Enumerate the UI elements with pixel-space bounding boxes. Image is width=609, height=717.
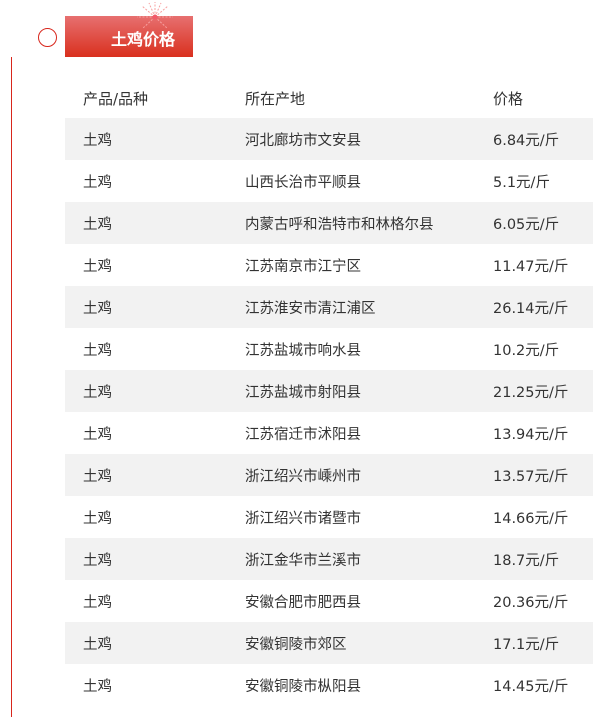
table-row: 土鸡 河北廊坊市文安县 6.84元/斤 [65,118,593,160]
table-row: 土鸡 安徽铜陵市郊区 17.1元/斤 [65,622,593,664]
cell-product: 土鸡 [83,216,112,233]
cell-price: 21.25元/斤 [493,384,569,401]
cell-product: 土鸡 [83,594,112,611]
cell-origin: 安徽合肥市肥西县 [245,594,361,611]
cell-price: 10.2元/斤 [493,342,560,359]
cell-origin: 江苏盐城市响水县 [245,342,361,359]
table-row: 土鸡 江苏南京市江宁区 11.47元/斤 [65,244,593,286]
cell-origin: 安徽铜陵市郊区 [245,636,347,653]
cell-product: 土鸡 [83,510,112,527]
table-row: 土鸡 山西长治市平顺县 5.1元/斤 [65,160,593,202]
cell-origin: 河北廊坊市文安县 [245,132,361,149]
header-origin: 所在产地 [245,89,306,108]
cell-price: 6.84元/斤 [493,132,560,149]
cell-origin: 江苏宿迁市沭阳县 [245,426,361,443]
cell-origin: 浙江绍兴市诸暨市 [245,510,361,527]
cell-product: 土鸡 [83,384,112,401]
cell-product: 土鸡 [83,552,112,569]
cell-product: 土鸡 [83,468,112,485]
cell-origin: 安徽铜陵市枞阳县 [245,678,361,695]
cell-price: 6.05元/斤 [493,216,560,233]
timeline-circle-icon [38,28,57,47]
cell-origin: 江苏淮安市清江浦区 [245,300,376,317]
cell-product: 土鸡 [83,636,112,653]
cell-product: 土鸡 [83,132,112,149]
cell-origin: 山西长治市平顺县 [245,174,361,191]
table-row: 土鸡 内蒙古呼和浩特市和林格尔县 6.05元/斤 [65,202,593,244]
cell-product: 土鸡 [83,258,112,275]
table-row: 土鸡 江苏淮安市清江浦区 26.14元/斤 [65,286,593,328]
firework-icon [137,2,173,29]
cell-product: 土鸡 [83,300,112,317]
cell-product: 土鸡 [83,678,112,695]
cell-price: 5.1元/斤 [493,174,550,191]
cell-origin: 江苏南京市江宁区 [245,258,361,275]
table-header: 产品/品种 所在产地 价格 [65,78,593,118]
table-row: 土鸡 浙江绍兴市诸暨市 14.66元/斤 [65,496,593,538]
header-price: 价格 [493,89,524,108]
cell-price: 13.94元/斤 [493,426,569,443]
cell-price: 17.1元/斤 [493,636,560,653]
table-row: 土鸡 江苏盐城市射阳县 21.25元/斤 [65,370,593,412]
table-row: 土鸡 浙江金华市兰溪市 18.7元/斤 [65,538,593,580]
cell-price: 13.57元/斤 [493,468,569,485]
cell-price: 11.47元/斤 [493,258,569,275]
cell-price: 14.45元/斤 [493,678,569,695]
table-row: 土鸡 安徽合肥市肥西县 20.36元/斤 [65,580,593,622]
cell-product: 土鸡 [83,174,112,191]
section-banner: 土鸡价格 [65,2,193,57]
section-title: 土鸡价格 [111,30,176,49]
table-row: 土鸡 江苏宿迁市沭阳县 13.94元/斤 [65,412,593,454]
cell-price: 26.14元/斤 [493,300,569,317]
price-table: 产品/品种 所在产地 价格 土鸡 河北廊坊市文安县 6.84元/斤 土鸡 山西长治市平顺… [65,78,593,706]
cell-origin: 内蒙古呼和浩特市和林格尔县 [245,216,434,233]
cell-origin: 江苏盐城市射阳县 [245,384,361,401]
table-row: 土鸡 江苏盐城市响水县 10.2元/斤 [65,328,593,370]
cell-origin: 浙江绍兴市嵊州市 [245,468,361,485]
header-product: 产品/品种 [83,89,149,108]
cell-origin: 浙江金华市兰溪市 [245,552,361,569]
cell-product: 土鸡 [83,426,112,443]
cell-product: 土鸡 [83,342,112,359]
cell-price: 18.7元/斤 [493,552,560,569]
cell-price: 14.66元/斤 [493,510,569,527]
table-row: 土鸡 浙江绍兴市嵊州市 13.57元/斤 [65,454,593,496]
table-row: 土鸡 安徽铜陵市枞阳县 14.45元/斤 [65,664,593,706]
cell-price: 20.36元/斤 [493,594,569,611]
timeline-line [11,57,12,717]
